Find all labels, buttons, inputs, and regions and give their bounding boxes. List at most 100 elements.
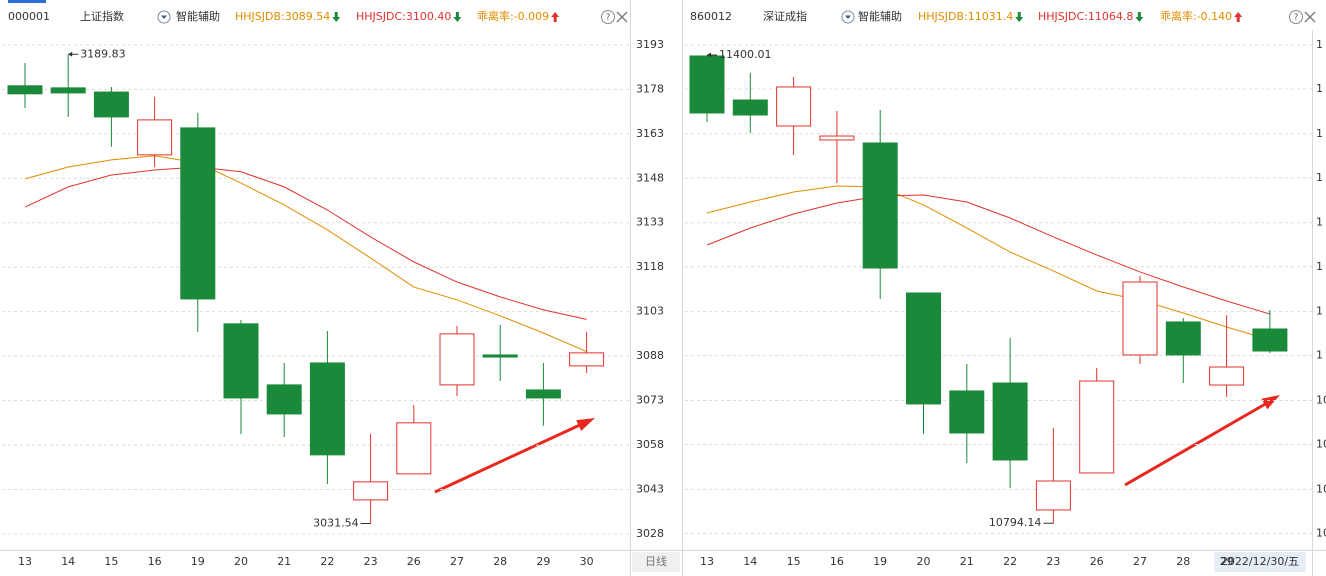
ma-line [24,155,587,353]
y-tick-label: 1 [1316,260,1323,273]
candle-body [732,99,768,116]
indicator-b: HHJSJDB:11031.4 [918,10,1013,23]
trend-arrow-shaft [434,422,583,494]
deviation-indicator: 乖离率:-0.009 [477,9,549,23]
y-tick-label: 3133 [636,216,664,229]
candle-body [223,323,259,399]
x-tick-label: 13 [700,555,714,568]
ma-line [24,166,587,320]
y-tick-label: 3163 [636,127,664,140]
x-tick-label: 19 [191,555,205,568]
y-tick-label: 1 [1316,349,1323,362]
down-arrow-icon [453,12,462,22]
x-tick-label: 28 [493,555,507,568]
x-tick-label: 20 [234,555,248,568]
candle-body [50,87,86,94]
x-tick-label: 14 [743,555,757,568]
y-tick-label: 3028 [636,527,664,540]
up-arrow-icon [1234,12,1243,22]
stock-name: 深证成指 [763,9,807,23]
help-icon[interactable]: ? [606,13,611,23]
stock-code: 000001 [8,10,50,23]
candle-body [949,390,985,434]
y-tick-label: 1 [1316,82,1323,95]
cursor-date: 2022/12/30/五 [1221,555,1299,568]
candle-body [906,292,941,405]
candle-body [266,384,302,415]
y-tick-label: 1 [1316,171,1323,184]
help-button[interactable] [601,10,615,24]
assist-label: 智能辅助 [858,9,902,23]
y-tick-label: 1 [1316,38,1323,51]
stock-name: 上证指数 [80,9,124,23]
x-tick-label: 26 [407,555,421,568]
period-background [632,552,680,572]
candle-body [309,362,345,456]
indicator-b: HHJSJDB:3089.54 [235,10,330,23]
y-tick-label: 1 [1316,127,1323,140]
high-pointer-head [707,52,711,58]
deviation-indicator: 乖离率:-0.140 [1160,9,1232,23]
x-tick-label: 19 [873,555,887,568]
candle-body [482,354,518,358]
cursor-date-background [1214,552,1306,572]
x-tick-label: 14 [61,555,75,568]
help-icon[interactable]: ? [1294,13,1299,23]
active-tab-indicator [8,0,46,3]
assist-label: 智能辅助 [176,9,220,23]
x-tick-label: 29 [1220,555,1234,568]
indicator-c: HHJSJDC:3100.40 [356,10,451,23]
down-arrow-icon [1135,12,1144,22]
low-label: 3031.54 [313,516,359,529]
candle-body [137,119,173,156]
candle-body [992,382,1028,461]
x-tick-label: 30 [580,555,594,568]
indicator-c: HHJSJDC:11064.8 [1038,10,1133,23]
x-tick-label: 22 [1003,555,1017,568]
close-button[interactable] [1304,11,1316,23]
y-tick-label: 3058 [636,438,664,451]
trend-arrow-head [1261,395,1280,410]
x-tick-label: 22 [320,555,334,568]
x-tick-label: 16 [148,555,162,568]
candle-body [1035,480,1071,511]
candle-body [353,481,389,501]
x-tick-label: 23 [1046,555,1060,568]
up-arrow-icon [551,12,560,22]
candle-body [862,142,898,269]
y-tick-label: 10 [1316,482,1326,495]
candle-body [1209,366,1245,386]
candle-body [439,333,475,386]
stock-code: 860012 [690,10,732,23]
candle-body [819,135,855,141]
x-tick-label: 27 [1133,555,1147,568]
y-tick-label: 1 [1316,216,1323,229]
y-tick-label: 10 [1316,393,1326,406]
x-tick-label: 23 [364,555,378,568]
assist-dropdown-caret [161,15,167,19]
help-button[interactable] [1289,10,1303,24]
y-tick-label: 3178 [636,82,664,95]
y-tick-label: 10 [1316,526,1326,539]
high-label: 3189.83 [80,47,126,60]
close-button[interactable] [616,11,628,23]
candle-body [1252,328,1288,352]
x-tick-label: 27 [450,555,464,568]
trend-arrow-head [576,418,595,431]
candle-body [689,55,725,114]
high-pointer-head [68,51,73,57]
down-arrow-icon [332,12,341,22]
y-tick-label: 3193 [636,38,664,51]
candle-body [569,352,605,367]
candle-body [7,85,43,95]
trend-arrow [1124,395,1280,487]
x-tick-label: 29 [536,555,550,568]
x-tick-label: 26 [1090,555,1104,568]
x-tick-label: 15 [104,555,118,568]
period-label: 日线 [645,554,667,568]
ma-line [706,194,1271,315]
x-tick-label: 21 [277,555,291,568]
candle-body [776,86,812,127]
y-tick-label: 3118 [636,260,664,273]
